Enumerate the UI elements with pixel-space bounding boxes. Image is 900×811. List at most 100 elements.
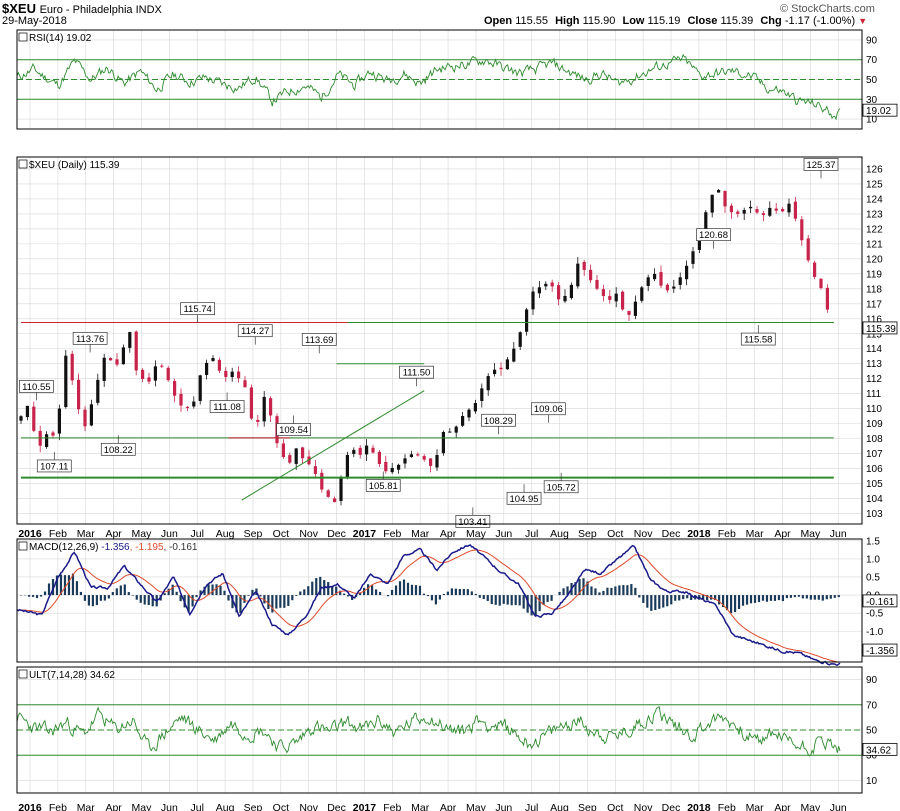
price-annotation: 113.76 <box>72 331 108 353</box>
month-label-bottom: May <box>466 802 487 811</box>
high-value: 115.90 <box>582 15 616 27</box>
candle-body <box>25 405 29 418</box>
candle-body <box>819 278 823 289</box>
price-legend-swatch <box>18 159 28 169</box>
price-tick-label: 103 <box>866 509 883 520</box>
annotation-label: 120.68 <box>699 230 728 241</box>
macd-histogram-bar <box>753 595 757 603</box>
macd-histogram-bar <box>71 573 75 596</box>
macd-histogram-bar <box>139 595 142 603</box>
month-label-top: 2017 <box>353 528 377 540</box>
candle-body <box>217 359 221 371</box>
chg-value: -1.17 (-1.00%) <box>784 15 856 27</box>
macd-histogram-bar <box>55 575 59 596</box>
price-annotation: 107.11 <box>36 451 72 473</box>
price-annotation: 114.27 <box>237 324 273 345</box>
price-panel-bg <box>17 157 862 524</box>
macd-histogram-bar <box>267 595 270 610</box>
macd-histogram-bar <box>494 595 497 605</box>
candle-body <box>179 393 183 406</box>
macd-histogram-bar <box>737 595 741 609</box>
candle-body <box>697 232 701 250</box>
candle-body <box>544 283 548 287</box>
macd-histogram-bar <box>538 595 541 612</box>
candle-body <box>429 458 433 466</box>
trend-line <box>241 390 425 501</box>
candle-body <box>557 285 561 300</box>
candle-body <box>51 432 55 436</box>
month-label-top: Apr <box>105 528 122 540</box>
open-label: Open <box>484 15 513 27</box>
candle-body <box>160 365 164 367</box>
macd-histogram-bar <box>263 595 266 604</box>
candle-body <box>224 370 228 377</box>
month-label-top: Dec <box>662 528 681 540</box>
down-arrow-icon: ▼ <box>858 16 868 26</box>
candle-body <box>493 369 497 375</box>
macd-histogram-bar <box>650 595 653 611</box>
macd-histogram-bar <box>761 595 765 601</box>
macd-histogram-bar <box>466 589 469 596</box>
macd-histogram-bar <box>725 595 729 611</box>
candle-body <box>307 456 311 465</box>
macd-histogram-bar <box>131 595 134 596</box>
candle-body <box>237 371 241 379</box>
candle-body <box>813 262 817 277</box>
macd-histogram-bar <box>211 584 214 596</box>
macd-histogram-bar <box>809 595 812 600</box>
month-label-top: Jun <box>495 528 512 540</box>
month-label-bottom: Sep <box>244 802 263 811</box>
macd-histogram-bar <box>749 595 753 604</box>
macd-histogram-bar <box>406 582 410 596</box>
price-annotation: 109.54 <box>276 415 311 436</box>
macd-histogram-bar <box>163 593 166 596</box>
month-label-top: Apr <box>774 528 791 540</box>
month-label-top: Sep <box>578 528 597 540</box>
month-label-top: Aug <box>216 528 235 540</box>
macd-histogram-bar <box>91 595 94 607</box>
annotation-box <box>36 459 72 473</box>
price-tick-label: 117 <box>866 299 882 310</box>
candle-body <box>345 454 349 478</box>
macd-legend-part-0: MACD(12,26,9) <box>29 542 98 553</box>
macd-histogram-bar <box>769 595 773 601</box>
macd-legend-part-1: -1.356 <box>98 542 130 553</box>
macd-tick-label: 1.0 <box>866 554 880 565</box>
macd-histogram-bar <box>486 595 489 601</box>
macd-histogram-bar <box>638 595 641 598</box>
price-current-value-box <box>862 321 898 335</box>
candle-body <box>806 238 810 261</box>
month-label-top: Sep <box>244 528 263 540</box>
candle-body <box>793 201 797 219</box>
candle-body <box>435 455 439 468</box>
macd-histogram-bar <box>674 595 677 601</box>
ult-tick-label: 70 <box>866 700 878 711</box>
macd-histogram-bar <box>287 595 290 606</box>
candle-body <box>166 367 170 381</box>
macd-histogram-bar <box>714 595 717 601</box>
macd-histogram-bar <box>690 595 693 601</box>
candle-body <box>441 432 445 454</box>
symbol: $XEU <box>2 1 36 16</box>
candle-body <box>339 476 343 501</box>
macd-histogram-bar <box>203 586 206 596</box>
candle-body <box>665 284 669 291</box>
macd-histogram-bar <box>63 575 67 596</box>
close-value: 115.39 <box>720 15 754 27</box>
candle-body <box>448 431 452 433</box>
macd-histogram-bar <box>79 591 83 596</box>
macd-histogram-bar <box>558 591 561 596</box>
macd-histogram-bar <box>721 595 725 608</box>
watermark: © StockCharts.com <box>780 3 875 15</box>
candle-body <box>32 406 36 431</box>
macd-histogram-bar <box>550 595 553 601</box>
candle-body <box>755 209 759 213</box>
macd-histogram-bar <box>686 595 689 599</box>
macd-legend-label: MACD(12,26,9) -1.356, -1.195, -0.161 <box>29 542 198 553</box>
macd-histogram-bar <box>454 588 457 596</box>
price-annotation: 110.55 <box>19 380 54 401</box>
candle-body <box>729 205 733 213</box>
annotation-label: 115.58 <box>744 335 772 346</box>
month-label-bottom: Jul <box>525 802 538 811</box>
